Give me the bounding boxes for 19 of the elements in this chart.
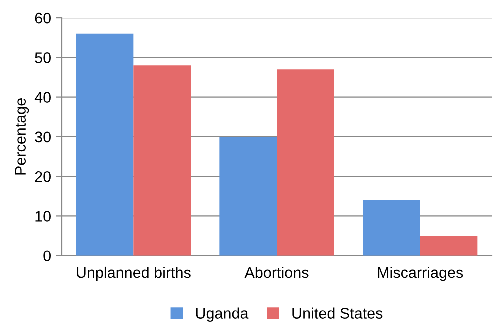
y-tick-label: 60 [35,12,51,24]
bar [134,66,191,256]
y-tick-label: 20 [35,171,51,182]
x-tick-label: Unplanned births [77,266,191,282]
legend-label: Uganda [196,308,249,322]
bar [76,34,134,256]
legend-label: United States [292,308,383,319]
y-axis-title: Percentage [15,98,30,175]
x-tick-label: Miscarriages [378,266,464,282]
bar [277,70,334,256]
bar [220,136,277,256]
bar [420,236,478,256]
y-tick-label: 50 [35,52,51,64]
y-tick-label: 30 [35,132,51,143]
y-tick-label: 40 [34,92,51,103]
y-tick-label: 10 [36,211,51,222]
x-tick-label: Abortions [244,266,309,278]
bar [363,200,420,256]
y-tick-label: 0 [44,250,51,262]
